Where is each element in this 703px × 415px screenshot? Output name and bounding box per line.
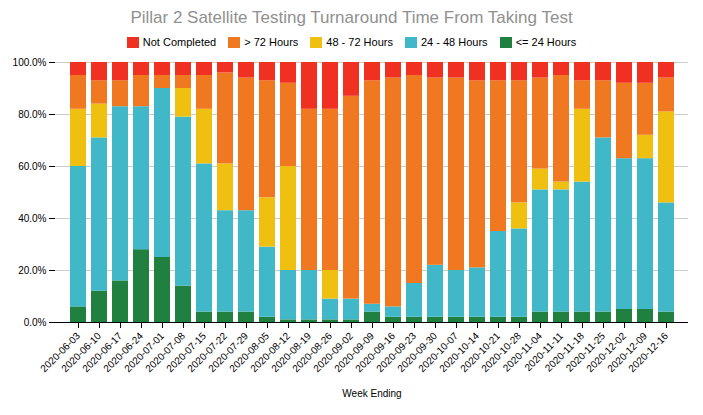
html-text:Pillar 2 Satellite Testing Tur: Pillar 2 Satellite Testing Turnaround Ti… (130, 8, 573, 27)
svg-text:20.0%: 20.0% (18, 265, 46, 276)
html-text:> 72 Hours: > 72 Hours (244, 36, 299, 48)
svg-text:2020-08-26: 2020-08-26 (290, 330, 335, 375)
svg-text:2020-06-03: 2020-06-03 (38, 330, 83, 375)
svg-text:2020-07-15: 2020-07-15 (164, 330, 209, 375)
svg-text:2020-09-09: 2020-09-09 (332, 330, 377, 375)
svg-text:2020-07-22: 2020-07-22 (185, 330, 230, 375)
svg-text:2020-10-07: 2020-10-07 (416, 330, 461, 375)
svg-text:2020-08-19: 2020-08-19 (269, 330, 314, 375)
svg-text:100.0%: 100.0% (13, 57, 47, 68)
svg-text:2020-07-29: 2020-07-29 (206, 330, 251, 375)
svg-text:2020-07-01: 2020-07-01 (122, 330, 167, 375)
svg-text:2020-10-14: 2020-10-14 (437, 330, 482, 375)
html-text:24 - 48 Hours: 24 - 48 Hours (421, 36, 488, 48)
svg-text:2020-06-24: 2020-06-24 (101, 330, 146, 375)
svg-text:2020-12-09: 2020-12-09 (605, 330, 650, 375)
svg-text:2020-12-16: 2020-12-16 (626, 330, 670, 374)
svg-text:2020-08-05: 2020-08-05 (227, 330, 272, 375)
svg-text:0.0%: 0.0% (24, 317, 47, 328)
svg-text:2020-11-11: 2020-11-11 (522, 330, 566, 374)
svg-text:2020-09-23: 2020-09-23 (374, 330, 419, 375)
svg-text:2020-10-21: 2020-10-21 (458, 330, 503, 375)
svg-text:2020-12-02: 2020-12-02 (584, 330, 629, 375)
svg-text:Week Ending: Week Ending (342, 388, 401, 399)
svg-text:2020-06-17: 2020-06-17 (80, 330, 125, 375)
svg-text:2020-07-08: 2020-07-08 (143, 330, 188, 375)
html-text:<= 24 Hours: <= 24 Hours (515, 36, 577, 48)
html-text:Not Completed: Not Completed (142, 36, 217, 48)
html-text:48 - 72 Hours: 48 - 72 Hours (326, 36, 393, 48)
svg-text:2020-11-04: 2020-11-04 (500, 330, 545, 374)
svg-text:2020-11-25: 2020-11-25 (563, 330, 608, 374)
svg-text:2020-09-02: 2020-09-02 (311, 330, 356, 375)
svg-text:2020-08-12: 2020-08-12 (248, 330, 293, 375)
svg-text:40.0%: 40.0% (18, 213, 46, 224)
svg-text:2020-06-10: 2020-06-10 (59, 330, 104, 375)
svg-text:2020-09-30: 2020-09-30 (395, 330, 440, 375)
svg-text:2020-10-28: 2020-10-28 (479, 330, 524, 375)
svg-text:2020-11-18: 2020-11-18 (542, 330, 587, 374)
svg-text:80.0%: 80.0% (18, 109, 46, 120)
svg-text:2020-09-16: 2020-09-16 (353, 330, 398, 375)
svg-text:60.0%: 60.0% (18, 161, 46, 172)
